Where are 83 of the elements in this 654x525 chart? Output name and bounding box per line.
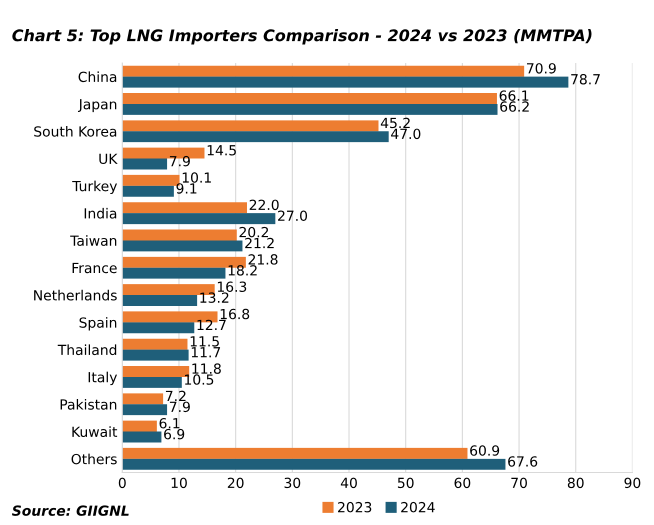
bar bbox=[122, 76, 568, 88]
data-label: 20.2 bbox=[240, 226, 268, 238]
data-label: 22.0 bbox=[250, 200, 279, 210]
y-tick-label: Kuwait bbox=[72, 426, 118, 438]
bar bbox=[122, 268, 226, 279]
x-tick-label: 80 bbox=[568, 478, 584, 488]
data-label: 78.7 bbox=[571, 74, 600, 84]
data-label: 60.9 bbox=[470, 445, 500, 456]
data-label: 66.2 bbox=[500, 101, 529, 112]
x-tick-label: 40 bbox=[340, 478, 357, 488]
legend-label: 2023 bbox=[338, 502, 372, 512]
y-tick-label: Thailand bbox=[58, 344, 116, 356]
bar bbox=[122, 93, 497, 104]
x-tick-label: 0 bbox=[118, 478, 126, 488]
bar bbox=[122, 458, 506, 470]
y-tick-label: Pakistan bbox=[60, 398, 116, 410]
bar bbox=[122, 420, 157, 432]
bar bbox=[122, 448, 468, 459]
y-tick-label: UK bbox=[99, 154, 118, 164]
y-tick-label: China bbox=[78, 71, 116, 82]
data-label: 67.6 bbox=[508, 456, 538, 467]
data-label: 70.9 bbox=[527, 63, 556, 74]
y-tick-label: India bbox=[84, 208, 116, 219]
bar bbox=[122, 66, 524, 77]
data-label: 13.2 bbox=[200, 292, 228, 303]
data-label: 10.5 bbox=[185, 374, 214, 385]
data-label: 16.8 bbox=[220, 308, 250, 320]
bar bbox=[122, 404, 168, 416]
x-tick-label: 70 bbox=[511, 478, 527, 488]
data-label: 14.5 bbox=[208, 145, 236, 156]
bar bbox=[122, 240, 242, 252]
bar bbox=[122, 186, 174, 197]
data-label: 47.0 bbox=[391, 128, 420, 140]
data-label: 27.0 bbox=[278, 210, 308, 221]
data-label: 6.9 bbox=[164, 428, 184, 440]
bar bbox=[122, 104, 498, 115]
bar bbox=[122, 295, 198, 306]
legend-label: 2024 bbox=[401, 502, 435, 512]
x-tick-label: 20 bbox=[228, 478, 244, 488]
x-tick-label: 50 bbox=[398, 478, 414, 488]
x-tick-label: 30 bbox=[284, 478, 300, 488]
bar bbox=[122, 213, 276, 224]
data-label: 21.2 bbox=[245, 238, 274, 248]
source-note: Source: GIIGNL bbox=[12, 505, 129, 516]
data-label: 18.2 bbox=[228, 265, 257, 276]
y-tick-label: Turkey bbox=[72, 180, 118, 194]
bar bbox=[122, 120, 378, 132]
y-tick-label: Spain bbox=[80, 317, 116, 331]
data-label: 7.9 bbox=[170, 402, 190, 412]
y-tick-label: Italy bbox=[88, 372, 118, 386]
bar bbox=[122, 230, 237, 240]
y-tick-label: Netherlands bbox=[34, 290, 117, 301]
bar bbox=[122, 158, 168, 170]
data-label: 45.2 bbox=[380, 118, 410, 128]
data-label: 12.7 bbox=[198, 320, 226, 330]
x-tick-label: 10 bbox=[172, 478, 187, 488]
data-label: 11.8 bbox=[192, 363, 221, 374]
bar bbox=[122, 322, 194, 334]
bar bbox=[122, 350, 189, 361]
y-tick-label: Taiwan bbox=[70, 235, 116, 246]
bar bbox=[122, 202, 247, 214]
data-label: 66.1 bbox=[500, 90, 528, 101]
data-label: 6.1 bbox=[160, 418, 180, 428]
data-label: 7.2 bbox=[166, 390, 186, 401]
data-label: 16.3 bbox=[218, 281, 246, 292]
bar bbox=[122, 376, 182, 388]
y-tick-label: South Korea bbox=[34, 126, 116, 137]
data-label: 11.5 bbox=[190, 336, 219, 347]
y-tick-label: Others bbox=[72, 454, 117, 464]
data-label: 7.9 bbox=[170, 156, 190, 166]
data-label: 11.7 bbox=[192, 347, 220, 358]
bar bbox=[122, 131, 389, 142]
data-label: 21.8 bbox=[248, 254, 278, 265]
data-label: 9.1 bbox=[176, 183, 196, 194]
y-tick-label: Japan bbox=[78, 99, 116, 112]
x-tick-label: 90 bbox=[624, 478, 640, 488]
y-tick-label: France bbox=[72, 262, 117, 274]
bar bbox=[122, 393, 164, 404]
data-label: 10.1 bbox=[182, 172, 211, 183]
bar bbox=[122, 338, 188, 350]
bar bbox=[122, 432, 162, 442]
x-tick-label: 60 bbox=[454, 478, 470, 488]
chart-title: Chart 5: Top LNG Importers Comparison - 2024 vs 2023 (MMTPA) bbox=[12, 29, 592, 44]
